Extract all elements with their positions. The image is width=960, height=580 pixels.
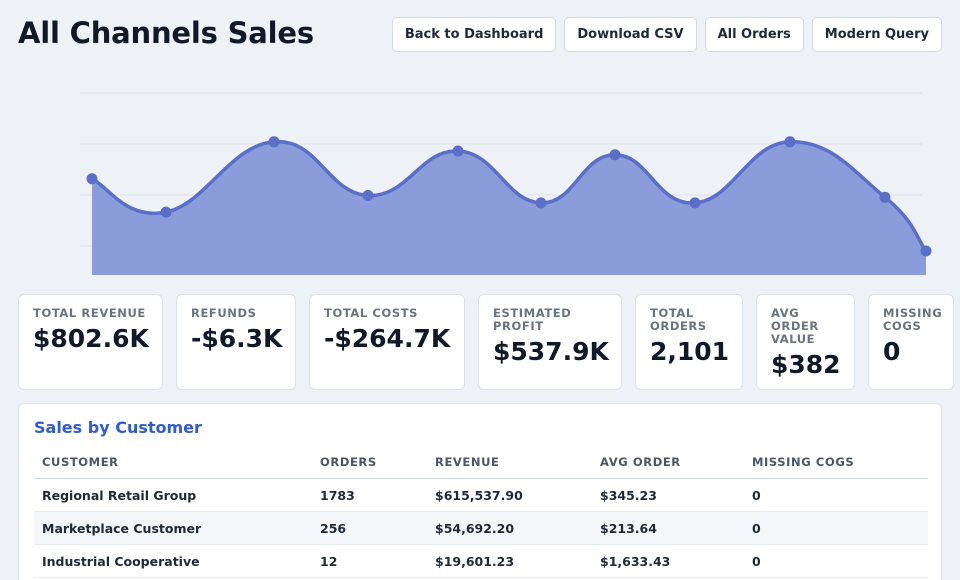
kpi-label: ESTIMATED PROFIT [493, 306, 572, 333]
chart-svg [80, 92, 932, 275]
kpi-label: TOTAL REVENUE [33, 306, 146, 320]
kpi-label: TOTAL ORDERS [650, 306, 707, 333]
column-header-orders[interactable]: ORDERS [312, 455, 427, 479]
cell-customer: Marketplace Customer [34, 511, 312, 545]
kpi-label: MISSING COGS [883, 306, 943, 333]
series-line [91, 140, 928, 253]
column-header-missing-cogs[interactable]: MISSING COGS [744, 455, 928, 479]
data-point[interactable] [452, 145, 464, 157]
column-header-customer[interactable]: CUSTOMER [34, 455, 312, 479]
kpi-value: 2,101 [650, 337, 730, 366]
all-orders-button[interactable]: All Orders [704, 17, 804, 52]
back-to-dashboard-button[interactable]: Back to Dashboard [391, 17, 557, 52]
kpi-value: $537.9K [493, 337, 609, 366]
data-point[interactable] [268, 136, 280, 148]
kpi-value: -$6.3K [191, 324, 283, 353]
cell-revenue: $615,537.90 [427, 478, 592, 512]
table-header-row: CUSTOMER ORDERS REVENUE AVG ORDER MISSIN… [34, 455, 928, 479]
kpi-total-costs: TOTAL COSTS -$264.7K [309, 294, 465, 390]
sales-by-customer-panel: Sales by Customer CUSTOMER ORDERS REVENU… [18, 403, 942, 580]
series-area [92, 141, 926, 275]
kpi-value: 0 [883, 337, 901, 366]
kpi-refunds: REFUNDS -$6.3K [176, 294, 296, 390]
cell-avg-order: $1,633.43 [592, 544, 744, 578]
page-title: All Channels Sales [18, 16, 314, 50]
kpi-label: REFUNDS [191, 306, 257, 320]
cell-orders: 256 [312, 511, 427, 545]
data-point[interactable] [535, 197, 547, 209]
table-row[interactable]: Regional Retail Group 1783 $615,537.90 $… [34, 478, 928, 512]
data-point[interactable] [609, 149, 621, 161]
cell-avg-order: $345.23 [592, 478, 744, 512]
cell-orders: 12 [312, 544, 427, 578]
kpi-missing-cogs: MISSING COGS 0 [868, 294, 954, 390]
panel-title: Sales by Customer [34, 418, 202, 437]
data-point[interactable] [689, 197, 701, 209]
kpi-value: $802.6K [33, 324, 149, 353]
cell-missing-cogs: 0 [744, 511, 928, 545]
customer-table: CUSTOMER ORDERS REVENUE AVG ORDER MISSIN… [34, 455, 928, 578]
kpi-value: -$264.7K [324, 324, 451, 353]
cell-missing-cogs: 0 [744, 478, 928, 512]
kpi-row: TOTAL REVENUE $802.6K REFUNDS -$6.3K TOT… [18, 294, 954, 390]
data-point[interactable] [879, 191, 891, 203]
data-point[interactable] [362, 189, 374, 201]
modern-query-button[interactable]: Modern Query [811, 17, 942, 52]
kpi-estimated-profit: ESTIMATED PROFIT $537.9K [478, 294, 622, 390]
data-point[interactable] [160, 206, 172, 218]
cell-revenue: $54,692.20 [427, 511, 592, 545]
kpi-label: TOTAL COSTS [324, 306, 419, 320]
cell-avg-order: $213.64 [592, 511, 744, 545]
kpi-total-orders: TOTAL ORDERS 2,101 [635, 294, 743, 390]
data-point[interactable] [784, 136, 796, 148]
cell-customer: Industrial Cooperative [34, 544, 312, 578]
cell-missing-cogs: 0 [744, 544, 928, 578]
download-csv-button[interactable]: Download CSV [564, 17, 697, 52]
kpi-value: $382 [771, 350, 841, 379]
column-header-avg-order[interactable]: AVG ORDER [592, 455, 744, 479]
cell-customer: Regional Retail Group [34, 478, 312, 512]
table-row[interactable]: Marketplace Customer 256 $54,692.20 $213… [34, 511, 928, 545]
sales-area-chart [0, 70, 960, 285]
data-point[interactable] [920, 245, 932, 257]
column-header-revenue[interactable]: REVENUE [427, 455, 592, 479]
data-point[interactable] [86, 173, 98, 185]
cell-revenue: $19,601.23 [427, 544, 592, 578]
cell-orders: 1783 [312, 478, 427, 512]
kpi-total-revenue: TOTAL REVENUE $802.6K [18, 294, 163, 390]
table-row[interactable]: Industrial Cooperative 12 $19,601.23 $1,… [34, 544, 928, 578]
kpi-label: AVG ORDER VALUE [771, 306, 819, 346]
toolbar: Back to Dashboard Download CSV All Order… [391, 17, 942, 52]
kpi-avg-order-value: AVG ORDER VALUE $382 [756, 294, 855, 390]
